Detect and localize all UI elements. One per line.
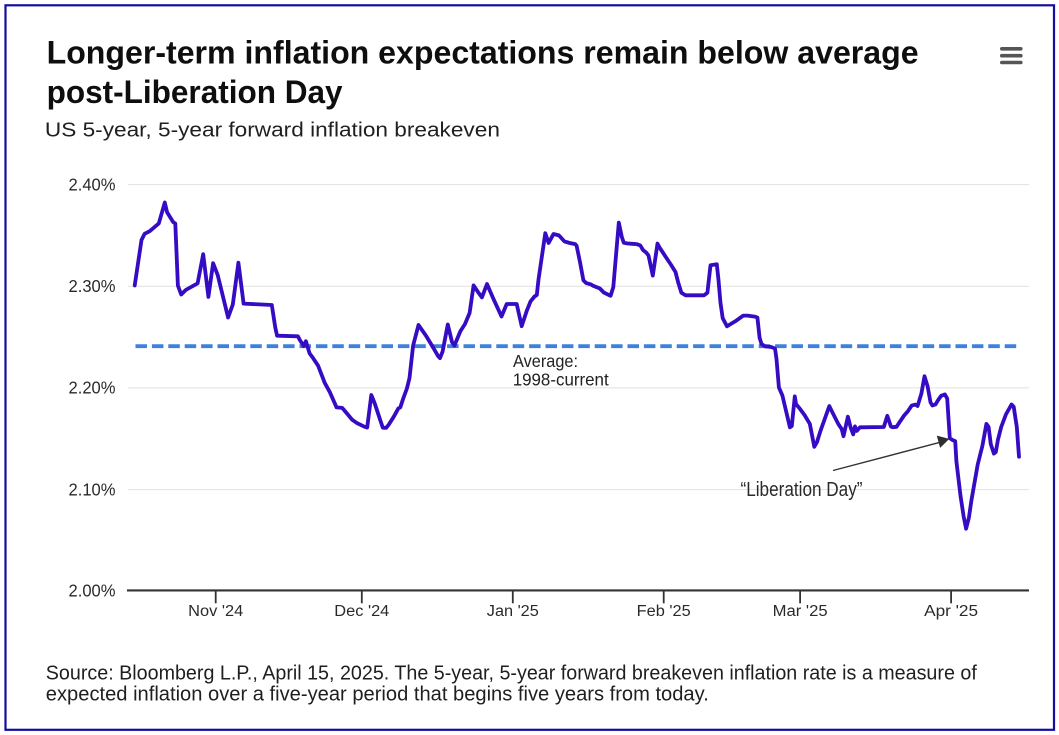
svg-text:2.30%: 2.30% (69, 276, 116, 296)
svg-text:Jan '25: Jan '25 (487, 603, 539, 620)
svg-text:Nov '24: Nov '24 (188, 603, 243, 620)
svg-text:Source: Bloomberg L.P., April: Source: Bloomberg L.P., April 15, 2025. … (46, 663, 977, 685)
svg-text:expected inflation over a five: expected inflation over a five-year peri… (46, 683, 709, 705)
svg-text:Feb '25: Feb '25 (637, 603, 691, 620)
svg-text:2.10%: 2.10% (69, 479, 116, 499)
svg-text:US 5-year, 5-year forward infl: US 5-year, 5-year forward inflation brea… (45, 120, 500, 142)
svg-text:Longer-term inflation expectat: Longer-term inflation expectations remai… (47, 34, 919, 70)
svg-text:Dec '24: Dec '24 (334, 603, 389, 620)
svg-text:2.40%: 2.40% (69, 174, 116, 194)
svg-text:post-Liberation Day: post-Liberation Day (47, 74, 343, 110)
svg-text:Average:: Average: (513, 351, 578, 371)
svg-text:Mar '25: Mar '25 (773, 603, 828, 620)
svg-text:1998-current: 1998-current (513, 370, 609, 390)
svg-text:“Liberation Day”: “Liberation Day” (741, 479, 863, 501)
svg-text:2.20%: 2.20% (69, 378, 116, 398)
svg-text:2.00%: 2.00% (69, 580, 116, 600)
svg-text:Apr '25: Apr '25 (924, 603, 978, 620)
